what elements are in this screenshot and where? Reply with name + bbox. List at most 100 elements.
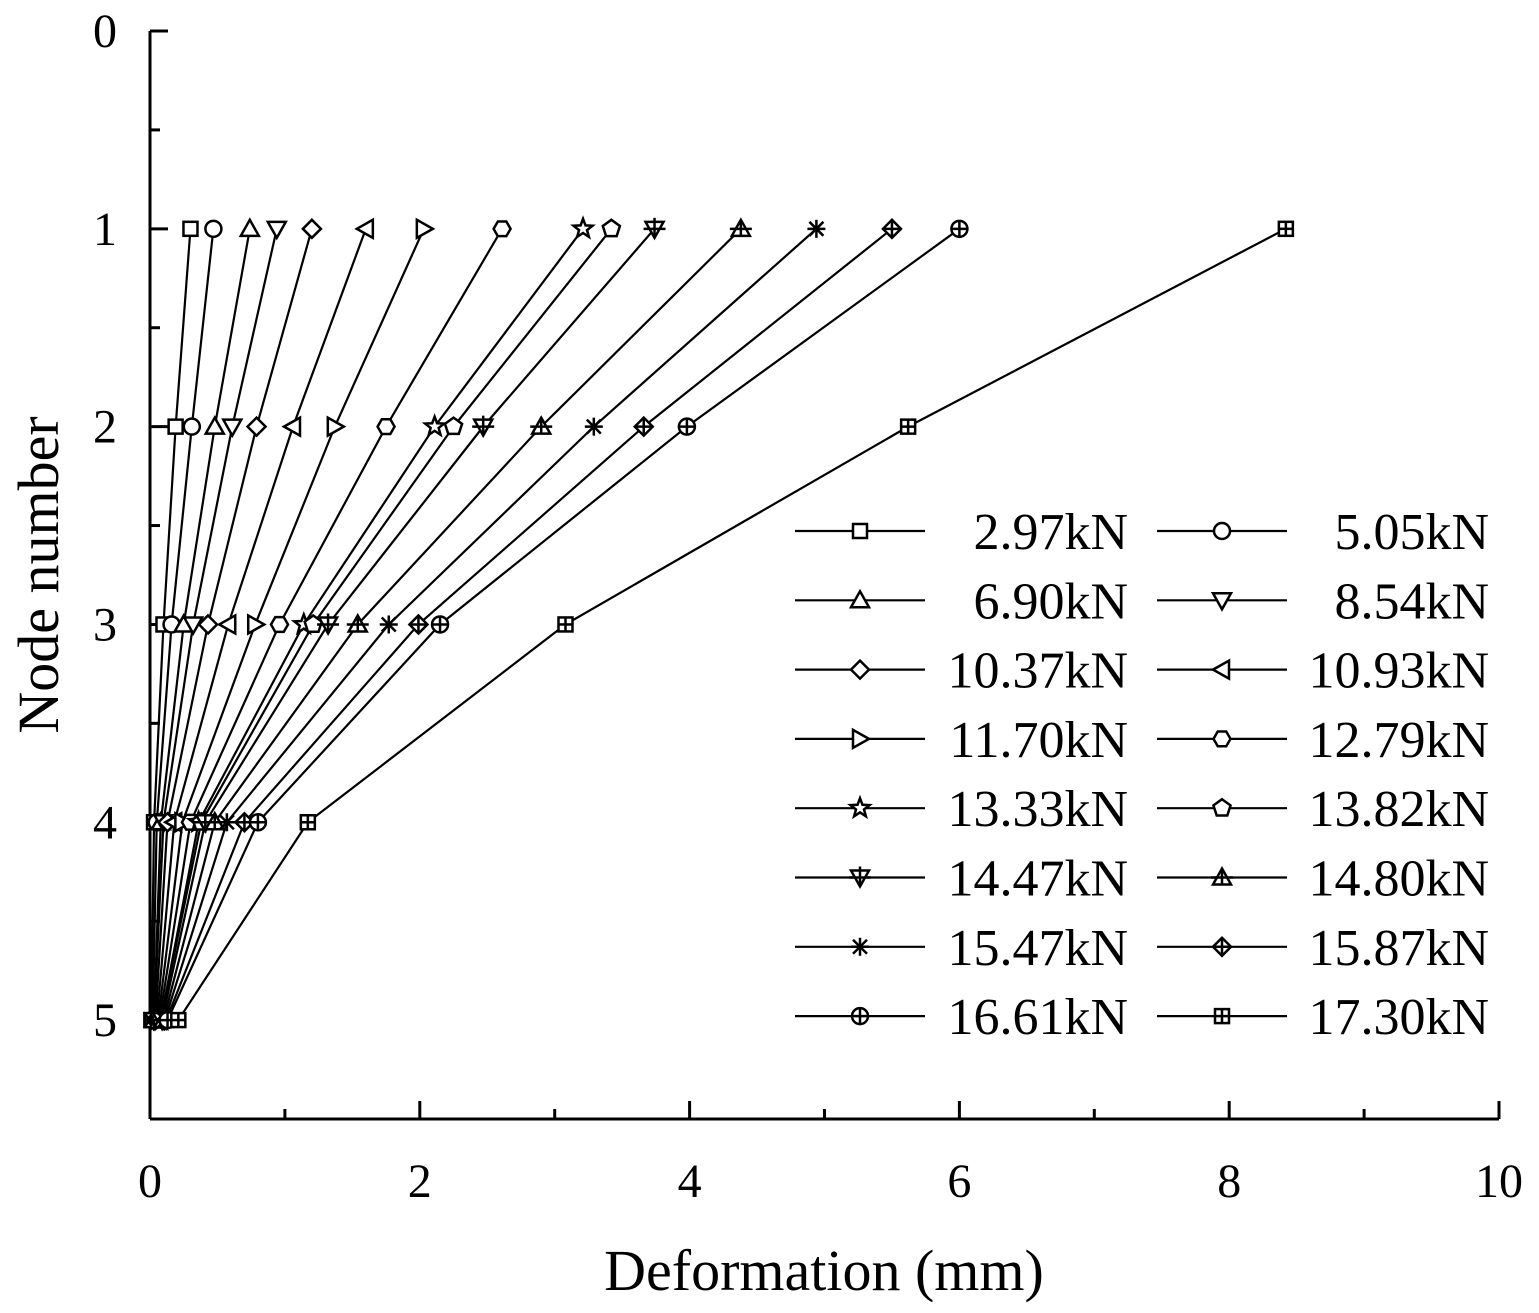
legend-marker [850,1006,870,1026]
y-tick-label: 5 [93,994,117,1047]
data-point [379,615,398,634]
y-tick-label: 0 [93,5,117,58]
legend-label: 12.79kN [1308,712,1489,769]
data-point [643,217,666,241]
data-point [269,615,290,634]
legend-item: 11.70kN [795,712,1128,769]
data-point [203,415,226,435]
legend-marker [1211,797,1233,817]
legend-item: 15.47kN [795,920,1128,977]
legend-label: 2.97kN [973,504,1128,561]
legend-marker [1210,592,1234,612]
legend-marker [851,937,869,956]
data-point [421,413,448,438]
legend-label: 15.87kN [1308,920,1489,977]
data-point [346,612,369,633]
data-point [415,217,436,240]
data-point [557,616,574,633]
legend-item: 8.54kN [1157,573,1489,630]
y-tick-label: 2 [93,401,117,454]
data-point [301,218,323,240]
data-point [376,418,397,436]
x-tick-label: 6 [947,1155,971,1208]
data-point [182,220,199,238]
data-point [245,415,268,438]
series-15.87kN [155,218,903,1031]
legend-marker [1212,730,1232,748]
data-point [167,418,184,435]
data-point [530,415,553,435]
data-point [632,415,655,438]
data-point [430,615,450,634]
legend-marker [849,658,871,681]
data-point [601,218,622,238]
legend-item: 14.80kN [1157,851,1489,908]
y-tick-label: 4 [93,796,117,849]
legend-label: 10.93kN [1308,643,1489,700]
legend-label: 13.82kN [1308,781,1489,838]
series-14.80kN [152,217,752,1029]
series-17.30kN [170,220,1295,1029]
legend: 2.97kN 5.05kN 6.90kN 8.54kN 10.37kN 10.93kN 11… [795,504,1489,1046]
data-point [216,613,237,636]
legend-marker [848,588,872,609]
legend-marker [1210,658,1231,681]
data-point [233,811,256,834]
data-point [1277,220,1295,238]
data-point [326,415,347,438]
legend-label: 10.37kN [947,643,1128,700]
data-point [182,417,202,436]
x-tick-label: 8 [1217,1155,1241,1208]
data-point [570,215,596,240]
data-point [316,613,340,637]
legend-label: 11.70kN [949,712,1128,769]
data-point [238,217,261,238]
legend-label: 5.05kN [1334,504,1489,561]
data-point [197,613,219,636]
legend-label: 14.80kN [1308,851,1489,908]
legend-marker [848,866,872,890]
legend-label: 16.61kN [947,989,1128,1046]
data-point [950,219,969,239]
data-point [281,415,302,438]
y-tick-label: 3 [93,598,117,651]
data-point [881,218,903,240]
legend-marker [1210,865,1234,886]
tick-labels: 0 2 4 6 8 10 0 1 2 3 4 5 [93,5,1523,1208]
x-tick-label: 2 [408,1155,432,1208]
data-point [246,613,267,636]
data-point [584,417,603,436]
data-point [807,219,826,238]
legend-item: 5.05kN [1157,504,1489,561]
data-point [265,220,288,241]
legend-item: 17.30kN [1157,989,1489,1046]
data-point [492,220,513,238]
data-point [677,417,697,436]
x-tick-label: 0 [138,1155,162,1208]
legend-marker [847,794,873,820]
legend-item: 15.87kN [1157,920,1489,977]
legend-item: 10.93kN [1157,643,1489,700]
data-point [899,418,917,435]
legend-label: 8.54kN [1334,573,1489,630]
ticks [148,29,1501,1121]
data-point [299,814,317,831]
legend-item: 12.79kN [1157,712,1489,769]
legend-label: 17.30kN [1308,989,1489,1046]
data-point [204,219,223,239]
legend-label: 15.47kN [947,920,1128,977]
x-axis-title: Deformation (mm) [604,1238,1044,1303]
data-point [407,613,430,636]
legend-label: 14.47kN [947,851,1128,908]
data-point [443,416,464,436]
data-point [217,813,236,832]
y-tick-label: 1 [93,203,117,256]
legend-label: 6.90kN [973,573,1128,630]
data-point [729,217,752,238]
x-tick-label: 10 [1475,1155,1523,1208]
data-point [182,616,205,637]
legend-item: 10.37kN [795,643,1128,700]
legend-item: 16.61kN [795,989,1128,1046]
legend-marker [1212,521,1232,541]
